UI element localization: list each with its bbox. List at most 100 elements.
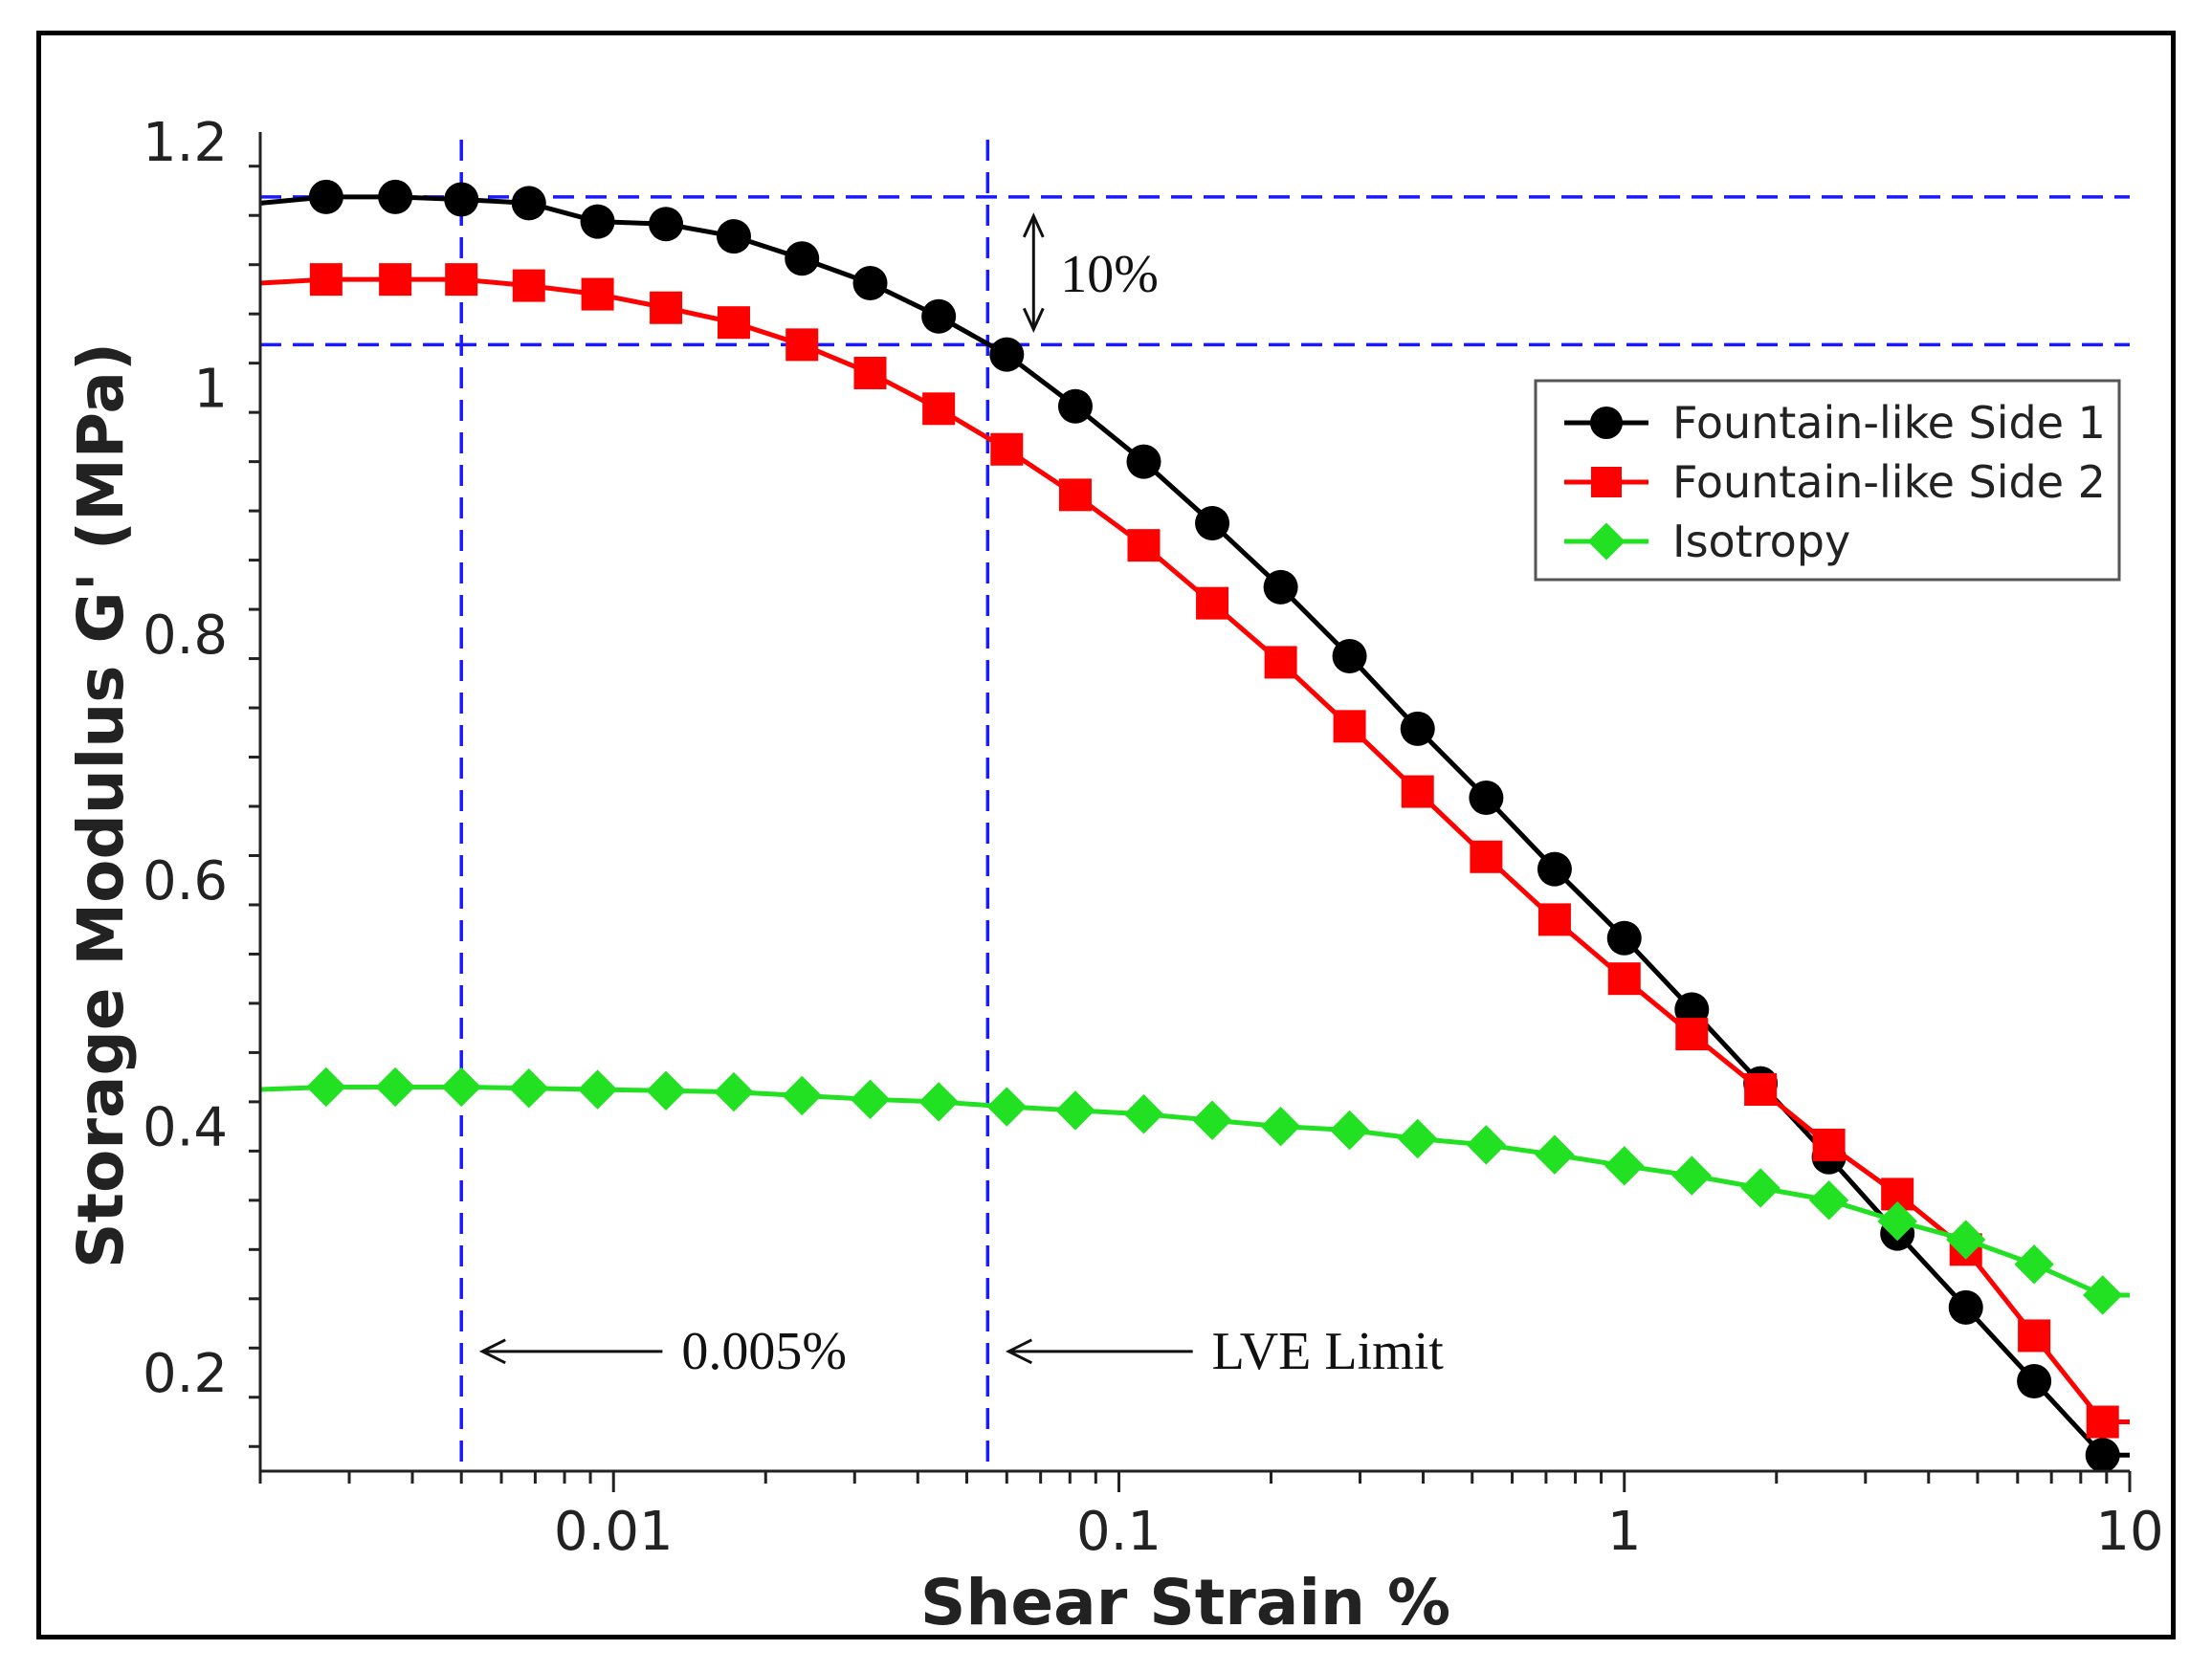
data-point xyxy=(2083,1275,2123,1315)
data-point xyxy=(445,263,478,297)
data-point xyxy=(1466,1125,1507,1165)
data-point xyxy=(1329,1110,1370,1151)
data-point xyxy=(1195,505,1230,540)
data-point xyxy=(649,207,684,242)
data-point xyxy=(1469,780,1504,815)
reference-lines xyxy=(260,140,2130,1471)
y-tick-label: 1 xyxy=(193,358,228,420)
x-axis-title: Shear Strain % xyxy=(920,1566,1450,1639)
series-3 xyxy=(259,1067,2130,1315)
data-point xyxy=(444,182,479,217)
data-point xyxy=(577,1069,618,1110)
data-point xyxy=(1196,586,1229,620)
data-point xyxy=(2014,1244,2054,1285)
data-point xyxy=(1675,1018,1709,1051)
data-point xyxy=(1401,775,1434,808)
data-point xyxy=(512,269,545,302)
data-point xyxy=(580,204,615,239)
data-point xyxy=(986,1087,1027,1127)
y-axis-title: Storage Modulus G' (MPa) xyxy=(64,342,138,1268)
arrow-head xyxy=(1005,1338,1033,1365)
data-point xyxy=(2017,1364,2052,1399)
data-point xyxy=(581,277,614,311)
legend-label: Isotropy xyxy=(1672,516,1850,567)
x-tick-label: 1 xyxy=(1607,1501,1642,1563)
y-ticks: 0.2 0.4 0.6 0.8 1 1.2 xyxy=(143,112,260,1448)
data-point xyxy=(921,298,957,334)
annotation-label: 0.005% xyxy=(681,1322,847,1381)
data-point xyxy=(2018,1319,2051,1353)
x-tick-label: 0.01 xyxy=(554,1501,674,1563)
data-point xyxy=(1537,851,1572,887)
data-point xyxy=(1398,1118,1438,1159)
y-tick-label: 0.4 xyxy=(143,1097,228,1159)
data-point xyxy=(1606,920,1642,956)
data-point xyxy=(375,1067,415,1108)
data-point xyxy=(1740,1168,1781,1208)
data-point xyxy=(1877,1201,1917,1242)
data-point xyxy=(1264,646,1297,679)
legend-label: Fountain-like Side 2 xyxy=(1672,456,2106,508)
data-point xyxy=(782,1075,822,1116)
legend-label: Fountain-like Side 1 xyxy=(1672,397,2106,449)
legend-entry: Fountain-like Side 2 xyxy=(1564,456,2106,508)
arrow-head xyxy=(478,1338,506,1365)
data-point xyxy=(785,241,820,276)
annotation: 0.005% xyxy=(478,1322,847,1381)
data-point xyxy=(2085,1438,2120,1473)
x-ticks: 0.01 0.1 1 10 xyxy=(258,1471,2164,1563)
data-point xyxy=(990,432,1024,466)
data-point xyxy=(1537,903,1571,936)
data-point xyxy=(785,328,819,362)
data-point xyxy=(1812,1128,1846,1161)
data-point xyxy=(1946,1220,1986,1260)
data-point xyxy=(1470,840,1503,873)
data-point xyxy=(1607,962,1641,996)
data-point xyxy=(379,263,412,297)
legend-marker xyxy=(1587,522,1626,561)
data-point xyxy=(650,291,683,324)
annotation-label: 10% xyxy=(1060,245,1159,304)
series-1 xyxy=(259,179,2130,1473)
data-point xyxy=(308,179,343,214)
y-tick-label: 0.8 xyxy=(143,605,228,667)
data-point xyxy=(852,266,888,301)
arrow-head xyxy=(1022,212,1045,238)
data-point xyxy=(850,1079,891,1120)
data-point xyxy=(511,186,546,221)
data-point xyxy=(1808,1180,1849,1221)
data-point xyxy=(378,179,413,214)
data-point xyxy=(1400,711,1435,746)
data-point xyxy=(1058,478,1092,512)
data-point xyxy=(1127,529,1161,562)
x-tick-label: 10 xyxy=(2095,1501,2163,1563)
data-point xyxy=(853,356,887,389)
legend-entry: Fountain-like Side 1 xyxy=(1564,397,2106,449)
data-point xyxy=(306,1067,346,1108)
data-point xyxy=(717,306,750,340)
series-2 xyxy=(259,263,2130,1439)
data-point xyxy=(918,1082,959,1122)
arrow-head xyxy=(1022,307,1045,333)
legend: Fountain-like Side 1 Fountain-like Side 2… xyxy=(1534,379,2121,582)
data-point xyxy=(1744,1073,1778,1107)
annotation: 10% xyxy=(1022,212,1159,333)
data-point xyxy=(309,263,343,297)
series-group xyxy=(259,179,2130,1473)
data-point xyxy=(1126,444,1161,479)
data-point xyxy=(1057,388,1093,424)
data-point xyxy=(922,392,956,426)
figure-frame xyxy=(36,31,2176,1639)
x-tick-label: 0.1 xyxy=(1076,1501,1161,1563)
annotation: LVE Limit xyxy=(1005,1322,1444,1381)
data-point xyxy=(716,219,751,254)
data-point xyxy=(1333,710,1366,743)
data-point xyxy=(1192,1100,1232,1140)
y-tick-label: 1.2 xyxy=(143,112,228,174)
data-point xyxy=(646,1070,686,1111)
data-point xyxy=(1332,638,1367,673)
data-point xyxy=(714,1071,754,1112)
data-point xyxy=(1535,1134,1575,1175)
data-point xyxy=(1260,1106,1301,1147)
